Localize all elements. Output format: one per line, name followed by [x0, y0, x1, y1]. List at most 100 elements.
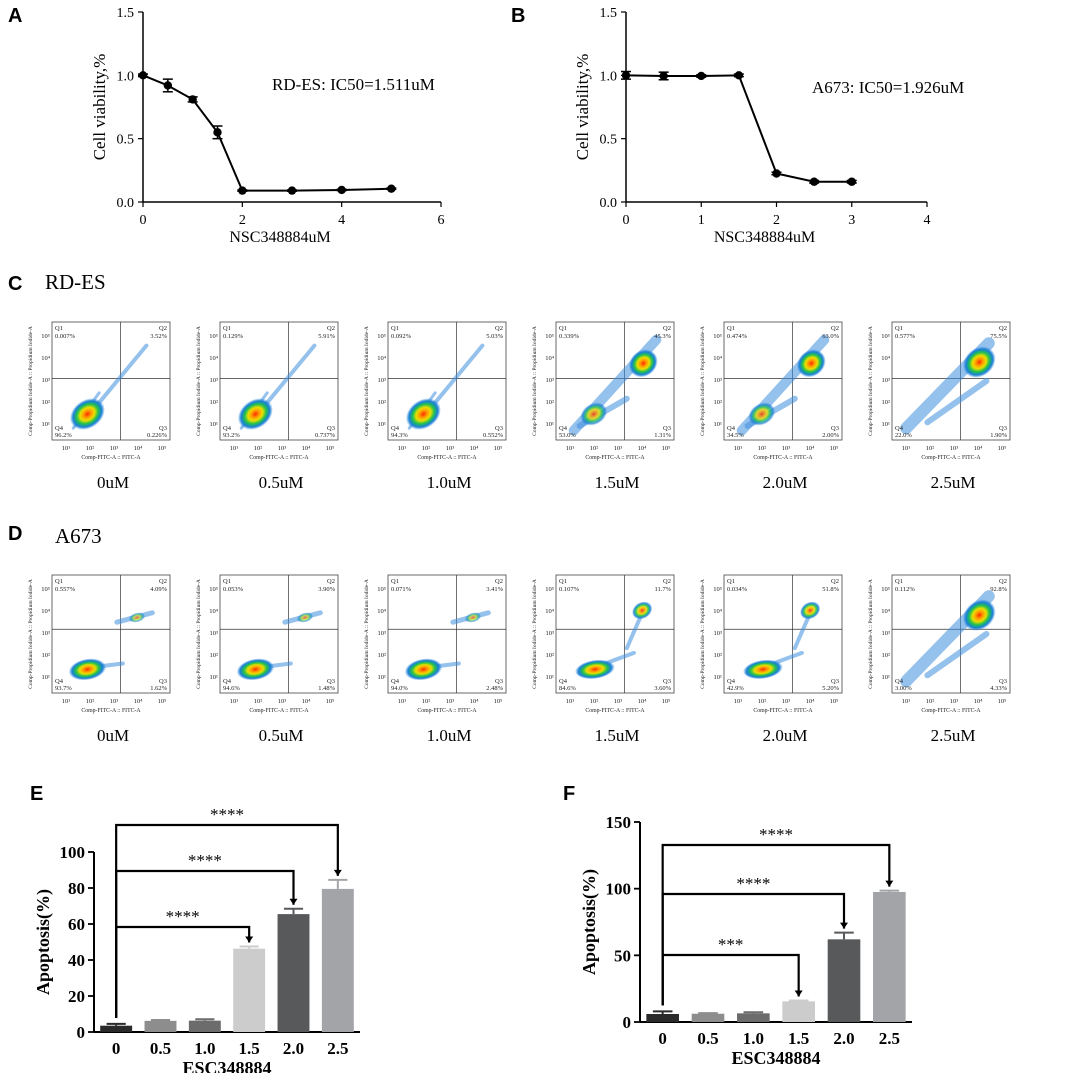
data-point [287, 186, 297, 195]
population-density [575, 659, 615, 680]
flow-y-axis-title: Comp-Propidium Iodide-A :: Propidium Iod… [196, 326, 202, 436]
flow-y-tick-label: 10¹ [210, 674, 219, 681]
quadrant-q2-value: 3.41% [486, 586, 503, 593]
flow-y-tick-label: 10² [42, 399, 51, 406]
flow-y-tick-label: 10² [378, 652, 387, 659]
flow-y-axis-title: Comp-Propidium Iodide-A :: Propidium Iod… [532, 326, 538, 436]
quadrant-q2-name: Q2 [495, 578, 503, 585]
quadrant-q1-name: Q1 [55, 578, 63, 585]
quadrant-q4-name: Q4 [727, 425, 736, 432]
x-tick-label: 2.0 [283, 1039, 304, 1058]
flow-x-tick-label: 10⁵ [326, 698, 335, 705]
data-point [238, 186, 247, 195]
flow-y-tick-label: 10⁴ [41, 608, 51, 615]
flow-y-tick-label: 10² [210, 399, 219, 406]
flow-x-tick-label: 10² [590, 698, 599, 705]
data-point [659, 71, 668, 81]
x-tick-label: 0.5 [697, 1029, 718, 1048]
y-axis-title: Cell viability,% [90, 54, 109, 161]
y-axis-title: Apoptosis(%) [579, 869, 600, 975]
panel-label-a: A [8, 5, 22, 27]
bar [646, 1014, 679, 1022]
flow-y-tick-label: 10² [378, 399, 387, 406]
y-tick-label: 1.5 [117, 6, 135, 21]
quadrant-q1-value: 0.034% [727, 586, 748, 593]
x-tick-label: 2.0 [833, 1029, 854, 1048]
significance-bracket [661, 953, 800, 1006]
quadrant-q2-value: 63.0% [822, 333, 839, 340]
quadrant-q3-value: 1.31% [654, 432, 671, 439]
flow-y-tick-label: 10³ [378, 630, 387, 637]
population-density [404, 658, 443, 681]
flow-x-axis-title: Comp-FITC-A :: FITC-A [921, 455, 981, 461]
flow-x-tick-label: 10⁴ [470, 698, 480, 705]
significance-bracket [661, 843, 891, 1006]
flow-y-tick-label: 10¹ [714, 674, 723, 681]
quadrant-q1-name: Q1 [391, 578, 399, 585]
flow-y-tick-label: 10³ [546, 630, 555, 637]
population-density [962, 346, 996, 378]
quadrant-q3-value: 3.60% [654, 685, 671, 692]
flow-x-tick-label: 10¹ [62, 698, 71, 705]
flow-plot-frame [219, 574, 339, 694]
data-point [188, 95, 197, 104]
flow-x-tick-label: 10⁵ [326, 445, 335, 452]
flow-y-tick-label: 10⁵ [881, 586, 890, 593]
x-axis-title: ESC348884 [182, 1058, 271, 1073]
quadrant-q2-name: Q2 [327, 325, 335, 332]
y-axis-title: Cell viability,% [573, 54, 592, 161]
flow-x-tick-label: 10⁵ [158, 698, 167, 705]
bar [277, 914, 310, 1032]
quadrant-q1-name: Q1 [895, 578, 903, 585]
flow-y-tick-label: 10³ [42, 377, 51, 384]
quadrant-q1-value: 0.557% [55, 586, 76, 593]
x-tick-label: 2.5 [879, 1029, 900, 1048]
population-density [464, 612, 482, 623]
quadrant-q4-value: 94.0% [391, 685, 408, 692]
scatter-cloud [236, 610, 323, 681]
scatter-cloud [900, 590, 996, 688]
flow-x-tick-label: 10¹ [230, 698, 239, 705]
chart-e-rd-es-apoptosis: 0 20 40 60 80 100 0 0.5 1.0 1.5 2.0 2.5 ESC348884 Apo… [33, 805, 360, 1078]
quadrant-q3-name: Q3 [999, 678, 1007, 685]
quadrant-q3-name: Q3 [495, 425, 503, 432]
chart-b-a673-viability: 0.0 0.5 1.0 1.5 0 1 2 3 4 NSC348884uM Cell viabili… [573, 6, 964, 246]
quadrant-q4-name: Q4 [559, 425, 568, 432]
flow-x-tick-label: 10¹ [62, 445, 71, 452]
quadrant-q4-name: Q4 [727, 678, 736, 685]
quadrant-q4-name: Q4 [55, 678, 64, 685]
flow-x-tick-label: 10¹ [398, 445, 407, 452]
flow-y-tick-label: 10² [714, 652, 723, 659]
flow-x-tick-label: 10³ [446, 698, 455, 705]
quadrant-q3-name: Q3 [663, 678, 671, 685]
flow-plot-frame [723, 321, 843, 441]
scatter-cloud [237, 343, 317, 430]
quadrant-q2-value: 4.09% [150, 586, 167, 593]
flow-y-tick-label: 10⁵ [377, 333, 386, 340]
quadrant-q4-value: 3.00% [895, 685, 912, 692]
flow-x-axis-title: Comp-FITC-A :: FITC-A [417, 455, 477, 461]
quadrant-q1-name: Q1 [223, 325, 231, 332]
flow-x-tick-label: 10¹ [902, 698, 911, 705]
flow-y-tick-label: 10¹ [378, 674, 387, 681]
flow-x-tick-label: 10⁵ [998, 698, 1007, 705]
y-tick-label: 0.5 [117, 133, 135, 148]
x-tick-label: 1.0 [743, 1029, 764, 1048]
quadrant-q3-name: Q3 [831, 678, 839, 685]
significance-stars: *** [718, 935, 744, 954]
scatter-cloud [69, 343, 149, 430]
significance-stars: **** [188, 851, 222, 870]
y-tick-label: 1.0 [117, 69, 135, 84]
flow-y-tick-label: 10⁵ [545, 586, 554, 593]
flow-y-axis-title: Comp-Propidium Iodide-A :: Propidium Iod… [532, 579, 538, 689]
flow-y-tick-label: 10² [882, 652, 891, 659]
significance-arrowhead [794, 990, 803, 997]
dose-label: 2.5uM [931, 726, 976, 745]
flow-x-tick-label: 10² [758, 698, 767, 705]
significance-stars: **** [759, 825, 793, 844]
flow-y-tick-label: 10³ [210, 377, 219, 384]
flow-x-tick-label: 10¹ [902, 445, 911, 452]
quadrant-q2-name: Q2 [159, 578, 167, 585]
significance-bracket [661, 892, 846, 1006]
